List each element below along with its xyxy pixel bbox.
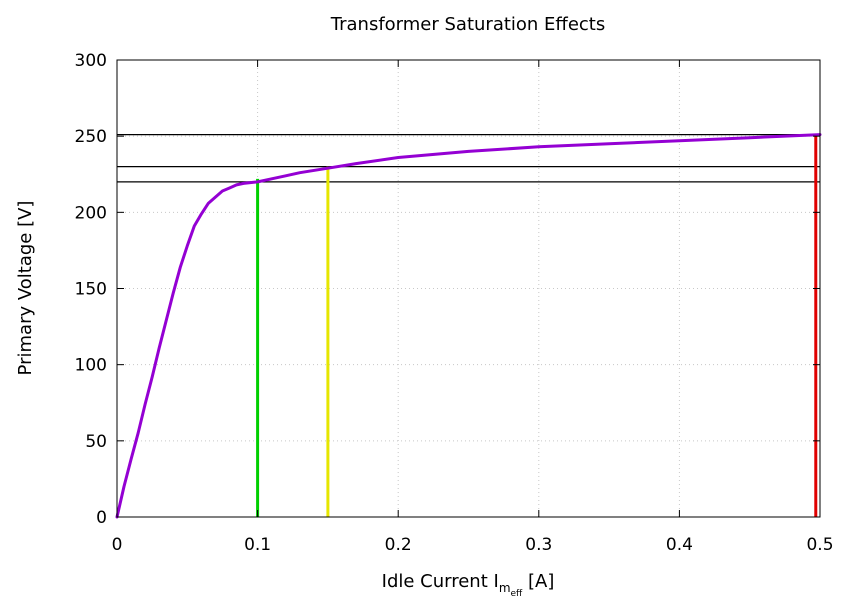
x-tick-label: 0.2 bbox=[385, 535, 412, 555]
x-axis-label: Idle Current Imeff [A] bbox=[382, 571, 555, 597]
y-axis-label: Primary Voltage [V] bbox=[15, 201, 36, 376]
x-axis-label-subsub: eff bbox=[511, 589, 524, 597]
x-axis-label-suffix: [A] bbox=[522, 571, 554, 592]
y-tick-label: 100 bbox=[75, 356, 107, 376]
axis-ticks bbox=[116, 59, 821, 518]
grid bbox=[117, 60, 820, 517]
x-tick-label: 0 bbox=[112, 535, 123, 555]
tick-labels: 0 0.1 0.2 0.3 0.4 0.5 0 50 100 150 200 250 300 bbox=[75, 51, 834, 555]
reference-lines bbox=[117, 134, 820, 183]
y-tick-label: 50 bbox=[85, 432, 107, 452]
y-tick-label: 300 bbox=[75, 51, 107, 71]
y-tick-label: 150 bbox=[75, 280, 107, 300]
series-line bbox=[115, 133, 822, 519]
x-tick-label: 0.5 bbox=[806, 535, 833, 555]
series bbox=[115, 133, 822, 519]
marker-lines bbox=[256, 134, 818, 517]
x-tick-label: 0.4 bbox=[666, 535, 693, 555]
x-axis-label-sub: m bbox=[499, 581, 511, 595]
y-tick-label: 0 bbox=[96, 508, 107, 528]
chart-title: Transformer Saturation Effects bbox=[330, 14, 605, 35]
plot-border bbox=[116, 59, 821, 518]
y-tick-label: 200 bbox=[75, 203, 107, 223]
x-axis-label-main: Idle Current I bbox=[382, 571, 499, 592]
x-tick-label: 0.3 bbox=[525, 535, 552, 555]
x-tick-label: 0.1 bbox=[244, 535, 271, 555]
y-tick-label: 250 bbox=[75, 127, 107, 147]
